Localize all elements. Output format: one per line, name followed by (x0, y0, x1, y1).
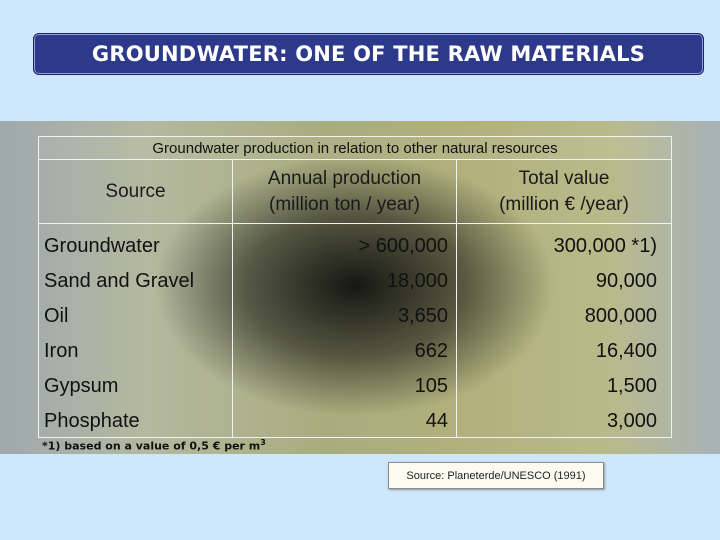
table-row: Gypsum 105 1,500 (39, 369, 671, 404)
table-row: Oil 3,650 800,000 (39, 299, 671, 334)
cell-production: 3,650 (397, 305, 448, 327)
cell-production: 44 (425, 410, 448, 432)
header-source: Source (39, 160, 233, 224)
column-divider (232, 224, 233, 437)
slide-title: GROUNDWATER: ONE OF THE RAW MATERIALS (33, 33, 704, 75)
cell-value: 1,500 (606, 375, 657, 397)
header-annual-production: Annual production (million ton / year) (233, 160, 457, 224)
table-footnote: *1) based on a value of 0,5 € per m3 (42, 438, 266, 453)
cell-source: Iron (44, 340, 79, 362)
cell-production: 18,000 (386, 270, 448, 292)
header-value-line1: Total value (518, 167, 610, 189)
header-production-line1: Annual production (267, 167, 422, 189)
cell-source: Oil (44, 305, 69, 327)
cell-source: Groundwater (44, 235, 160, 257)
footnote-superscript: 3 (260, 438, 266, 447)
cell-value: 800,000 (584, 305, 657, 327)
table-row: Sand and Gravel 18,000 90,000 (39, 264, 671, 299)
cell-source: Phosphate (44, 410, 140, 432)
source-citation: Source: Planeterde/UNESCO (1991) (388, 462, 604, 489)
cell-production: 105 (414, 375, 448, 397)
table-row: Phosphate 44 3,000 (39, 404, 671, 439)
cell-source: Sand and Gravel (44, 270, 195, 292)
header-value-line2: (million € /year) (499, 193, 629, 215)
header-production-line2: (million ton / year) (269, 193, 420, 215)
cell-value: 16,400 (595, 340, 657, 362)
table-row: Iron 662 16,400 (39, 334, 671, 369)
cell-production: > 600,000 (358, 235, 448, 257)
cell-source: Gypsum (44, 375, 119, 397)
resources-table: Groundwater production in relation to ot… (38, 136, 672, 438)
footnote-text: *1) based on a value of 0,5 € per m (42, 439, 261, 453)
cell-value: 90,000 (595, 270, 657, 292)
column-divider (456, 224, 457, 437)
table-row: Groundwater > 600,000 300,000 *1) (39, 229, 671, 264)
cell-production: 662 (414, 340, 448, 362)
cell-value: 300,000 *1) (553, 235, 657, 257)
cell-value: 3,000 (606, 410, 657, 432)
header-total-value: Total value (million € /year) (457, 160, 671, 224)
background-photo (0, 121, 720, 454)
table-caption: Groundwater production in relation to ot… (39, 137, 671, 160)
